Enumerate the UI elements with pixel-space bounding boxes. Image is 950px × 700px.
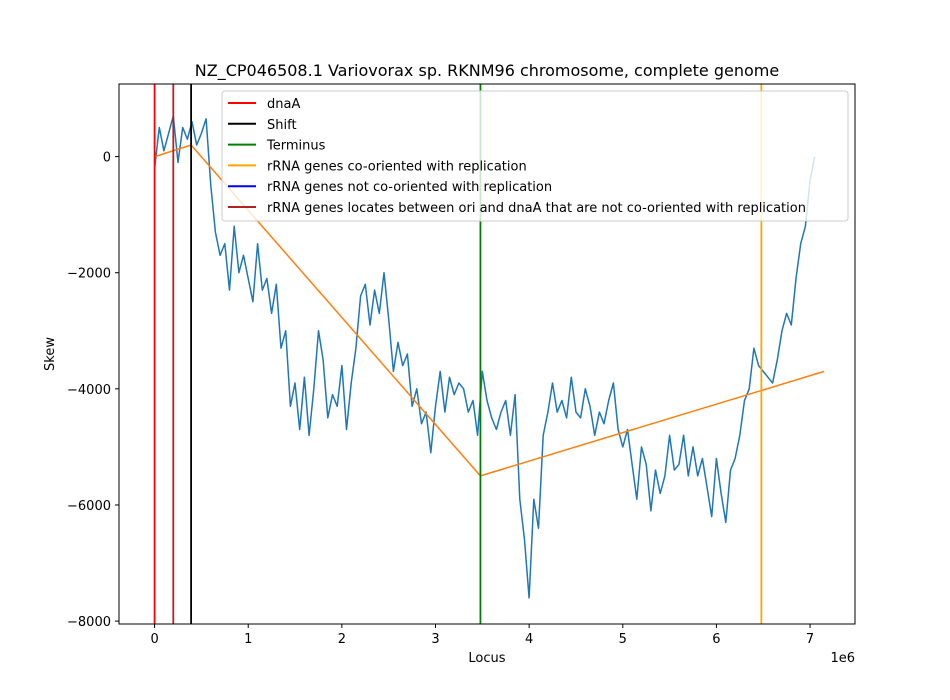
y-tick-label: −8000 [67,615,111,630]
legend-entry-label: Shift [267,118,297,133]
legend: dnaA Shift Terminus rRNA genes co-oriented … [222,91,848,221]
legend-entry-label: rRNA genes not co-oriented with replicat… [267,180,552,195]
x-axis-offset-label: 1e6 [830,651,855,666]
x-axis-label: Locus [468,651,505,666]
y-tick-label: −2000 [67,267,111,282]
x-tick-label: 3 [431,632,439,647]
x-tick-label: 7 [806,632,814,647]
legend-entry-label: rRNA genes co-oriented with replication [267,159,527,174]
x-tick-label: 1 [244,632,252,647]
x-tick-label: 6 [712,632,720,647]
x-tick-label: 0 [150,632,158,647]
x-tick-label: 5 [619,632,627,647]
x-tick-label: 4 [525,632,533,647]
x-tick-label: 2 [338,632,346,647]
y-tick-label: 0 [103,151,111,166]
legend-entry-label: rRNA genes locates between ori and dnaA … [267,201,806,216]
y-axis-label: Skew [43,337,58,371]
y-tick-label: −6000 [67,499,111,514]
chart-title: NZ_CP046508.1 Variovorax sp. RKNM96 chro… [195,61,779,81]
legend-entry-label: Terminus [266,139,326,154]
y-tick-label: −4000 [67,383,111,398]
legend-entry-label: dnaA [267,97,300,112]
